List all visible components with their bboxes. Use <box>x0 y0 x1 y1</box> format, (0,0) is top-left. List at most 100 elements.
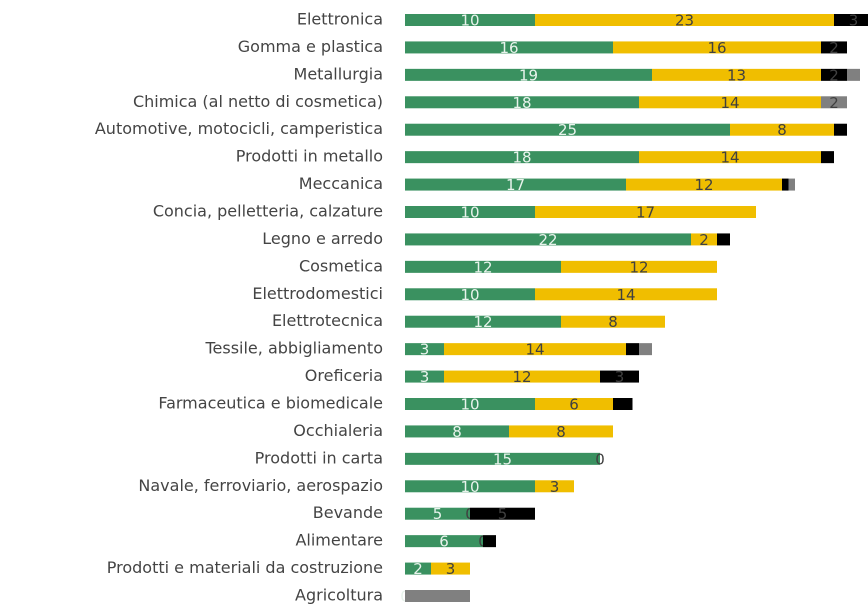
category-label: Legno e arredo <box>262 229 383 248</box>
bar-segment <box>405 398 535 410</box>
value-label: 12 <box>473 258 492 276</box>
value-label: 3 <box>420 368 430 386</box>
category-label: Farmaceutica e biomedicale <box>158 394 383 413</box>
bar-segment <box>535 398 613 410</box>
bar-segment <box>405 425 509 438</box>
category-label: Occhialeria <box>293 421 383 440</box>
bar-segment <box>405 562 431 575</box>
category-label: Tessile, abbigliamento <box>204 339 383 358</box>
category-label: Elettronica <box>297 10 383 29</box>
category-label: Chimica (al netto di cosmetica) <box>133 92 383 111</box>
bar-segment <box>535 288 717 301</box>
bar-segment <box>535 14 834 26</box>
bar-segment <box>509 425 613 438</box>
bar-segment <box>821 68 847 81</box>
category-label: Agricoltura <box>295 586 383 605</box>
bar-segment <box>405 14 535 26</box>
value-label: 0 <box>595 450 605 468</box>
bar-segment <box>483 535 496 548</box>
bar-segment <box>431 562 470 575</box>
bar-segment <box>405 206 535 218</box>
value-label: 10 <box>460 286 479 304</box>
value-label: 16 <box>707 39 726 57</box>
category-label: Prodotti in carta <box>255 448 383 467</box>
bar-segment <box>613 398 633 410</box>
category-label: Meccanica <box>299 174 383 193</box>
bar-segment <box>405 96 639 109</box>
bar-segment <box>405 452 600 465</box>
bar-segment <box>821 96 847 109</box>
value-label: 3 <box>446 560 456 578</box>
value-label: 10 <box>460 204 479 222</box>
bar-segment <box>730 123 834 136</box>
bar-segment <box>405 41 613 54</box>
value-label: 14 <box>525 341 544 359</box>
value-label: 17 <box>636 204 655 222</box>
value-label: 14 <box>720 149 739 167</box>
bar-segment <box>405 233 691 246</box>
value-label: 8 <box>556 423 566 441</box>
bar-segment <box>444 343 626 356</box>
category-label: Alimentare <box>295 531 383 550</box>
bar-segment <box>639 343 652 356</box>
bar-segment <box>444 370 600 383</box>
bar-segment <box>626 343 639 356</box>
bar-segment <box>639 151 821 164</box>
value-label: 13 <box>727 66 746 84</box>
value-label: 16 <box>499 39 518 57</box>
value-label: 5 <box>498 505 508 523</box>
bar-segment <box>626 178 782 191</box>
bar-segment <box>405 68 652 81</box>
category-label: Bevande <box>313 503 383 522</box>
value-label: 8 <box>452 423 462 441</box>
value-label: 10 <box>460 396 479 414</box>
category-label: Elettrodomestici <box>252 284 383 303</box>
bar-segment <box>535 206 756 218</box>
value-label: 8 <box>608 313 618 331</box>
category-label: Gomma e plastica <box>238 37 383 56</box>
category-label: Automotive, motocicli, camperistica <box>95 119 383 138</box>
bar-segment <box>600 370 639 383</box>
value-label: 10 <box>460 478 479 496</box>
value-label: 12 <box>694 176 713 194</box>
bar-segment <box>717 233 730 246</box>
category-label: Oreficeria <box>305 366 383 385</box>
bar-segment <box>405 590 470 602</box>
value-label: 3 <box>615 368 625 386</box>
value-label: 2 <box>829 94 839 112</box>
bar-segment <box>405 178 626 191</box>
value-label: 8 <box>777 121 787 139</box>
value-label: 23 <box>675 12 694 30</box>
bar-segment <box>821 151 834 164</box>
value-label: 2 <box>413 560 423 578</box>
value-label: 12 <box>629 258 648 276</box>
value-label: 2 <box>829 66 839 84</box>
value-label: 10 <box>460 12 479 30</box>
value-label: 3 <box>849 12 859 30</box>
bar-segment <box>535 480 574 493</box>
value-label: 12 <box>473 313 492 331</box>
bar-segment <box>821 41 847 54</box>
value-label: 19 <box>519 66 538 84</box>
category-label: Cosmetica <box>299 256 383 275</box>
bar-segment <box>405 370 444 383</box>
value-label: 5 <box>433 505 443 523</box>
bar-segment <box>405 288 535 301</box>
bar-segment <box>405 343 444 356</box>
value-label: 25 <box>558 121 577 139</box>
bar-segment <box>405 507 470 520</box>
category-label: Navale, ferroviario, aerospazio <box>138 476 383 495</box>
category-label: Elettrotecnica <box>272 311 383 330</box>
bar-segment <box>782 178 789 191</box>
value-label: 15 <box>493 450 512 468</box>
bar-segment <box>405 315 561 328</box>
value-label: 2 <box>829 39 839 57</box>
bar-segment <box>834 14 868 26</box>
bar-segment <box>788 178 795 191</box>
value-label: 6 <box>569 396 579 414</box>
category-label: Metallurgia <box>294 64 383 83</box>
value-label: 18 <box>512 94 531 112</box>
value-label: 22 <box>538 231 557 249</box>
value-label: 14 <box>720 94 739 112</box>
